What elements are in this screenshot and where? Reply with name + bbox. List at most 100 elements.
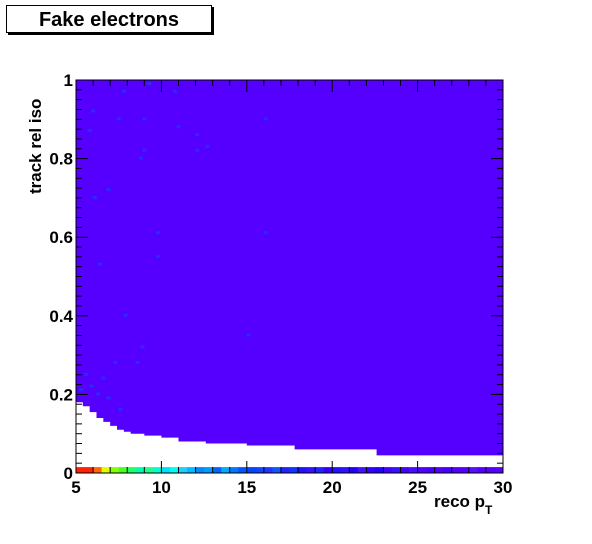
hot-cell [195,148,200,152]
bottom-row-cell [409,467,418,473]
hot-cell [147,81,152,85]
hot-cell [87,129,92,133]
bottom-row-cell [357,467,367,473]
x-tick-label: 5 [71,478,80,497]
bottom-row-cell [460,467,470,473]
axes [75,79,504,474]
hot-cell [89,384,94,388]
bottom-row-cell [494,467,504,473]
populated-region [76,80,503,460]
hot-cell [263,231,268,235]
hot-cell [118,408,123,412]
bottom-row-cell [468,467,478,473]
bottom-row-cell [391,467,401,473]
bottom-row-cell [280,467,290,473]
hot-cell [140,345,145,349]
hot-cell [205,144,210,148]
hot-cell [121,89,126,93]
x-tick-label: 15 [237,478,256,497]
chart-title: Fake electrons [38,9,180,31]
hot-cell [263,117,268,121]
bottom-row-cell [400,467,410,473]
bottom-row-cell [76,467,85,473]
bottom-row-cell [306,467,316,473]
bottom-row-cell [187,467,196,473]
y-tick-label: 0.6 [49,228,73,247]
y-tick-label: 0.8 [49,150,73,169]
bottom-row-cell [178,467,188,473]
plot-area [76,80,504,473]
hot-cell [135,360,140,364]
bottom-row-cell [212,467,222,473]
hot-cell [173,89,178,93]
hot-cell [123,313,128,317]
tick-labels: 5 10 15 20 25 30 0 0.2 0.4 0.6 0.8 1 [49,71,512,497]
bottom-row-cell [349,467,359,473]
hot-cell [195,133,200,137]
hot-cell [113,360,118,364]
bottom-row-cell [127,467,137,473]
x-tick-label: 10 [152,478,171,497]
hot-cell [106,396,111,400]
bottom-row-cell [118,467,128,473]
bottom-row-cell [246,467,256,473]
bottom-row-cell [332,467,342,473]
bottom-row-cell [451,467,461,473]
hot-cell [246,333,251,337]
x-tick-label: 25 [408,478,427,497]
bottom-row-cell [238,467,248,473]
hot-cell [79,388,84,392]
hot-cell [155,231,160,235]
bottom-row-cell [255,467,265,473]
bottom-row-cell [110,467,119,473]
x-tick-label: 30 [494,478,513,497]
bottom-row-cell [204,467,213,473]
hot-cell [142,148,147,152]
bottom-row-cell [229,467,239,473]
bottom-row-cell [101,467,111,473]
x-axis-title: reco pT [434,492,493,517]
bottom-row-cell [135,467,145,473]
title-box: Fake electrons [6,5,212,33]
hot-cell [116,117,121,121]
x-tick-label: 20 [323,478,342,497]
bottom-row-cell [169,467,179,473]
bottom-row-cell [366,467,376,473]
bottom-row-cell [289,467,299,473]
y-tick-label: 1 [64,71,73,90]
y-axis-title: track rel iso [26,99,45,194]
bottom-row-cell [434,467,444,473]
bottom-row-cell [263,467,273,473]
hot-cell [84,372,89,376]
bottom-row-cell [93,467,102,473]
bottom-row-cell [272,467,282,473]
y-tick-label: 0 [64,464,73,483]
hot-cell [97,262,102,266]
bottom-row-cell [477,467,487,473]
bottom-row-cell [221,467,231,473]
hot-cell [101,376,106,380]
hot-cell [142,117,147,121]
bottom-row-cell [485,467,495,473]
hot-cell [138,156,143,160]
bottom-row-cell [161,467,171,473]
bottom-row-cell [417,467,427,473]
hot-cell [176,125,181,129]
bottom-row-cell [195,467,205,473]
y-tick-label: 0.4 [49,307,73,326]
y-tick-label: 0.2 [49,385,73,404]
bottom-row-cell [443,467,453,473]
bottom-row-cell [152,467,162,473]
bottom-row-cell [298,467,307,473]
bottom-row-cell [323,467,333,473]
bottom-row-cell [84,467,94,473]
hot-cell [106,188,111,192]
bottom-row-cell [315,467,324,473]
bottom-row-cell [426,467,435,473]
bottom-row-cell [144,467,154,473]
bottom-row-cell [383,467,393,473]
hot-cell [155,254,160,258]
hot-cell [96,392,101,396]
bottom-row-cell [340,467,350,473]
